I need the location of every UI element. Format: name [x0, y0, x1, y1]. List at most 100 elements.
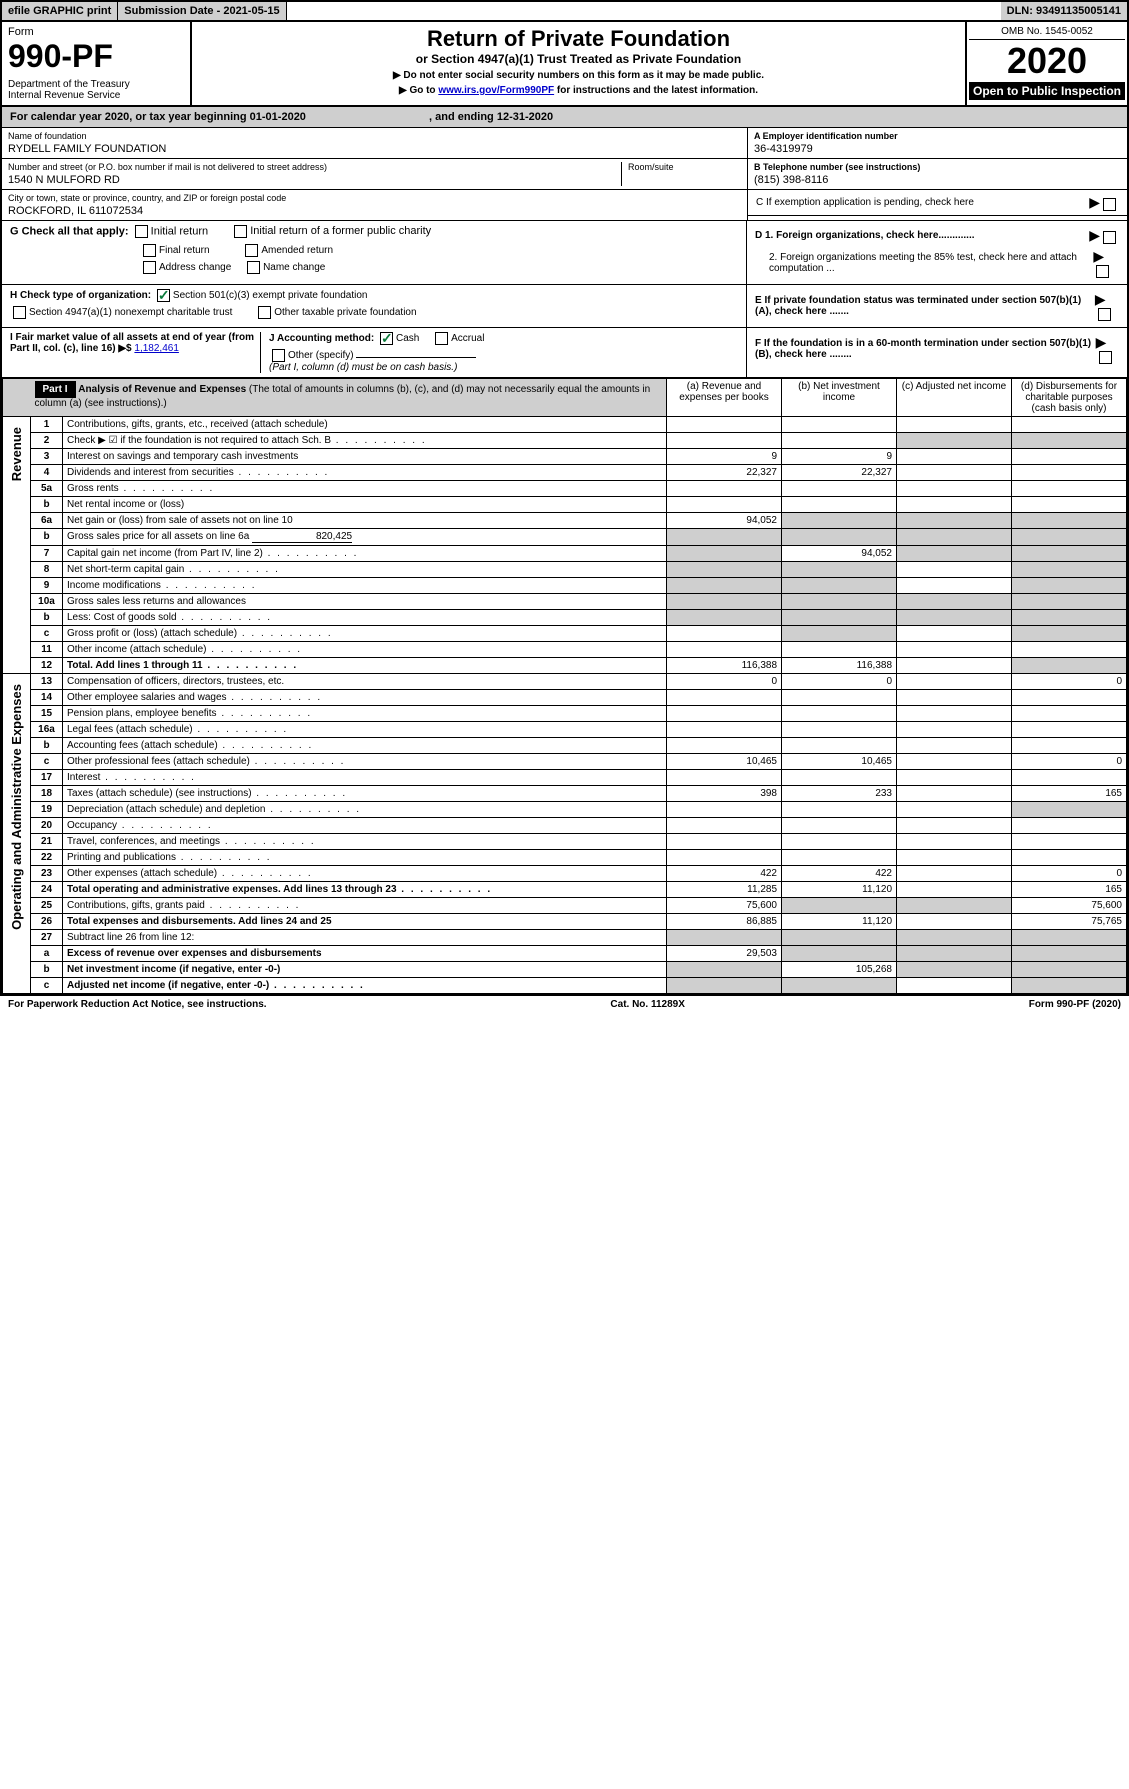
checkbox-other[interactable] [272, 349, 285, 362]
submission-date: Submission Date - 2021-05-15 [118, 2, 286, 20]
row-num: 15 [31, 706, 63, 722]
footer: For Paperwork Reduction Act Notice, see … [0, 996, 1129, 1013]
cell-amt: 94,052 [782, 546, 897, 562]
row-desc: Dividends and interest from securities [63, 465, 667, 481]
cell-amt [1012, 513, 1127, 529]
cell-amt [782, 562, 897, 578]
cell-amt [1012, 578, 1127, 594]
cell-amt [667, 722, 782, 738]
cell-amt [782, 898, 897, 914]
form-link[interactable]: www.irs.gov/Form990PF [438, 85, 554, 96]
table-row: 24Total operating and administrative exp… [3, 882, 1127, 898]
form-label: Form [8, 26, 184, 38]
checkbox-d1[interactable] [1103, 231, 1116, 244]
row-desc: Check ▶ ☑ if the foundation is not requi… [63, 433, 667, 449]
cell-amt [897, 465, 1012, 481]
checkbox-other-tax[interactable] [258, 306, 271, 319]
row-num: a [31, 946, 63, 962]
row-desc: Pension plans, employee benefits [63, 706, 667, 722]
g-h-section: G Check all that apply: Initial return I… [2, 221, 1127, 285]
checkbox-final[interactable] [143, 244, 156, 257]
row-desc: Taxes (attach schedule) (see instruction… [63, 786, 667, 802]
cell-amt [667, 562, 782, 578]
table-row: 6aNet gain or (loss) from sale of assets… [3, 513, 1127, 529]
row-num: 7 [31, 546, 63, 562]
checkbox-initial-former[interactable] [234, 225, 247, 238]
cell-amt [897, 946, 1012, 962]
form-box: Form 990-PF Department of the Treasury I… [2, 22, 192, 105]
cell-amt [782, 642, 897, 658]
table-row: aExcess of revenue over expenses and dis… [3, 946, 1127, 962]
d-section: D 1. Foreign organizations, check here..… [747, 221, 1127, 284]
checkbox-address[interactable] [143, 261, 156, 274]
row-num: 26 [31, 914, 63, 930]
info-left: Name of foundation RYDELL FAMILY FOUNDAT… [2, 128, 747, 220]
row-num: 25 [31, 898, 63, 914]
table-row: 21Travel, conferences, and meetings [3, 834, 1127, 850]
cell-amt [782, 690, 897, 706]
cell-amt: 11,120 [782, 882, 897, 898]
table-row: bNet rental income or (loss) [3, 497, 1127, 513]
cell-amt [897, 930, 1012, 946]
fmv-link[interactable]: 1,182,461 [134, 343, 179, 354]
cell-amt [897, 898, 1012, 914]
cell-amt [897, 578, 1012, 594]
cell-amt [782, 706, 897, 722]
table-row: 20Occupancy [3, 818, 1127, 834]
cell-amt: 0 [1012, 674, 1127, 690]
row-desc: Occupancy [63, 818, 667, 834]
checkbox-name[interactable] [247, 261, 260, 274]
row-desc: Compensation of officers, directors, tru… [63, 674, 667, 690]
cell-amt [1012, 962, 1127, 978]
cell-amt: 165 [1012, 882, 1127, 898]
table-row: 14Other employee salaries and wages [3, 690, 1127, 706]
cell-amt [1012, 417, 1127, 433]
checkbox-f[interactable] [1099, 351, 1112, 364]
cell-amt [782, 578, 897, 594]
row-desc: Gross sales less returns and allowances [63, 594, 667, 610]
cell-amt [667, 642, 782, 658]
checkbox-accrual[interactable] [435, 332, 448, 345]
cell-amt: 29,503 [667, 946, 782, 962]
cell-amt [782, 770, 897, 786]
cell-amt [897, 417, 1012, 433]
row-desc: Contributions, gifts, grants, etc., rece… [63, 417, 667, 433]
cell-amt [897, 433, 1012, 449]
cell-amt [667, 818, 782, 834]
checkbox-amended[interactable] [245, 244, 258, 257]
row-desc: Total operating and administrative expen… [63, 882, 667, 898]
row-num: 22 [31, 850, 63, 866]
cell-amt [897, 834, 1012, 850]
cell-amt [897, 818, 1012, 834]
checkbox-501c3[interactable] [157, 289, 170, 302]
cell-amt: 75,600 [1012, 898, 1127, 914]
note2: ▶ Go to www.irs.gov/Form990PF for instru… [196, 85, 961, 96]
cell-amt [1012, 465, 1127, 481]
table-row: Operating and Administrative Expenses13C… [3, 674, 1127, 690]
cell-amt [1012, 546, 1127, 562]
checkbox-c[interactable] [1103, 198, 1116, 211]
row-num: 2 [31, 433, 63, 449]
checkbox-cash[interactable] [380, 332, 393, 345]
cell-amt: 105,268 [782, 962, 897, 978]
cell-amt [667, 690, 782, 706]
row-num: c [31, 754, 63, 770]
cell-amt [897, 497, 1012, 513]
checkbox-d2[interactable] [1096, 265, 1109, 278]
row-desc: Gross rents [63, 481, 667, 497]
checkbox-initial[interactable] [135, 225, 148, 238]
cell-amt [1012, 690, 1127, 706]
row-desc: Total expenses and disbursements. Add li… [63, 914, 667, 930]
cell-amt [897, 706, 1012, 722]
cell-amt: 94,052 [667, 513, 782, 529]
checkbox-e[interactable] [1098, 308, 1111, 321]
table-row: bGross sales price for all assets on lin… [3, 529, 1127, 546]
checkbox-4947[interactable] [13, 306, 26, 319]
cell-amt: 10,465 [667, 754, 782, 770]
row-num: 17 [31, 770, 63, 786]
cell-amt [667, 706, 782, 722]
cell-amt [897, 546, 1012, 562]
row-num: b [31, 610, 63, 626]
cell-amt [782, 481, 897, 497]
top-bar: efile GRAPHIC print Submission Date - 20… [2, 2, 1127, 22]
